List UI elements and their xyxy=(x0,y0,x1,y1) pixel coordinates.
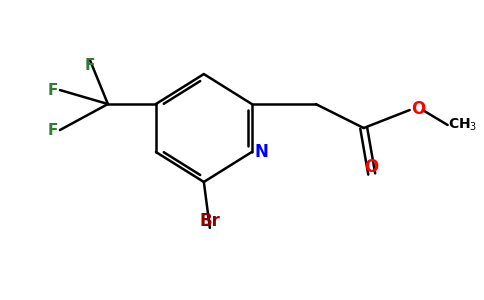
Text: F: F xyxy=(47,82,58,98)
Text: F: F xyxy=(85,58,95,73)
Text: O: O xyxy=(411,100,425,118)
Text: Br: Br xyxy=(199,212,220,230)
Text: F: F xyxy=(47,122,58,137)
Text: CH$_3$: CH$_3$ xyxy=(448,117,477,133)
Text: O: O xyxy=(364,158,379,176)
Text: N: N xyxy=(255,143,269,161)
